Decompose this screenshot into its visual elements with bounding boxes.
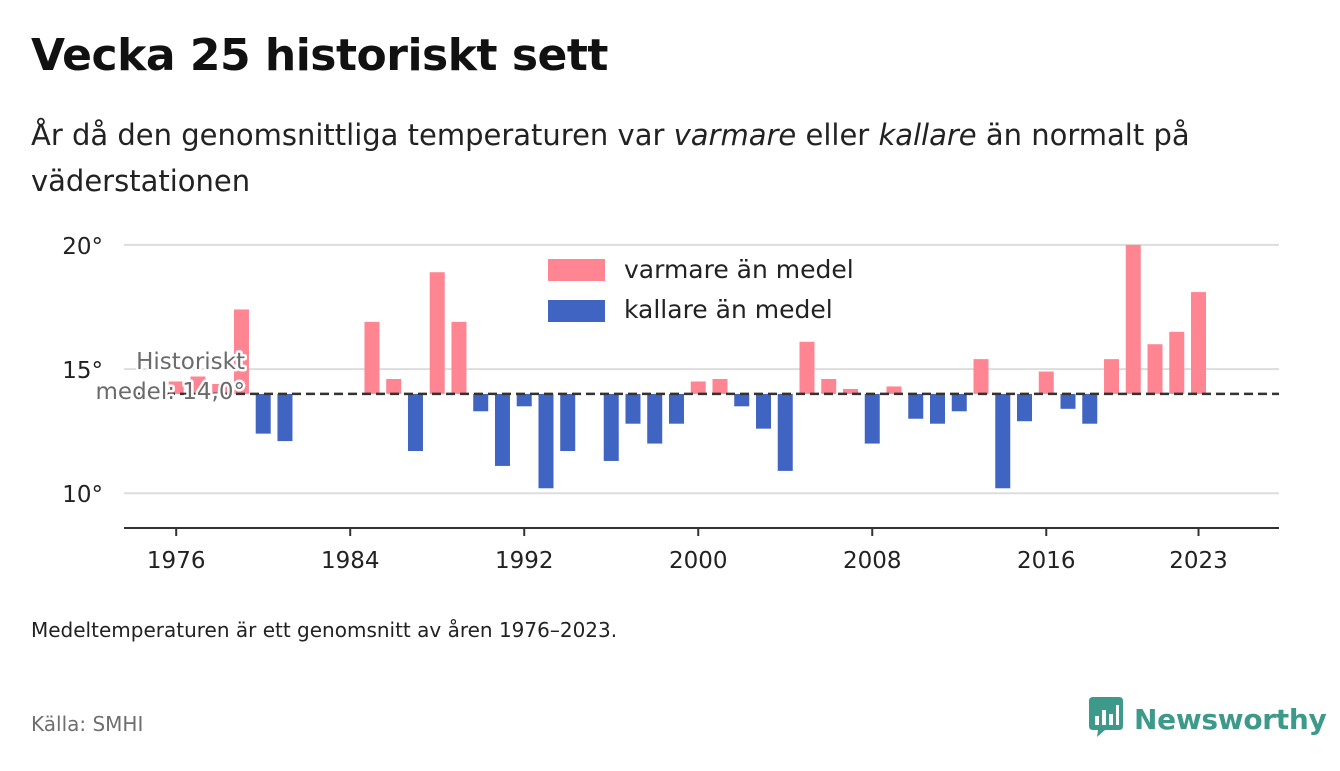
x-tick-label: 2000	[669, 548, 728, 574]
colder-bar	[1082, 393, 1098, 424]
colder-bar	[1017, 393, 1033, 422]
warmer-bar	[364, 321, 380, 394]
subtitle-colder: kallare	[878, 118, 977, 152]
warmer-bar	[1125, 244, 1141, 394]
colder-bar	[1060, 393, 1076, 409]
colder-bar	[603, 393, 619, 461]
colder-bar	[516, 393, 532, 407]
x-tick-label: 1992	[495, 548, 554, 574]
colder-bar	[755, 393, 771, 429]
subtitle-text-3: än normalt på väderstationen	[31, 118, 1190, 198]
x-tick-label: 2016	[1017, 548, 1076, 574]
warmer-bar	[451, 321, 467, 394]
colder-bar	[277, 393, 293, 442]
warmer-bar	[1038, 371, 1054, 394]
temperature-bar-chart: 10° 15° 20° Historiskt medel: 14,0° 1976 1984 1…	[62, 234, 1279, 574]
mean-line-label: medel: 14,0°	[96, 379, 245, 405]
colder-bar	[625, 393, 641, 424]
brand-name: Newsworthy	[1134, 702, 1327, 736]
x-tick-label: 2023	[1169, 548, 1228, 574]
warmer-bar	[1191, 292, 1207, 394]
colder-bar	[995, 393, 1011, 489]
y-tick-label: 15°	[62, 358, 103, 384]
warmer-bar	[190, 376, 206, 394]
x-tick-label: 1976	[147, 548, 206, 574]
warmer-bar	[799, 341, 815, 394]
warmer-bar	[690, 381, 706, 394]
legend-colder-swatch	[548, 300, 605, 322]
warmer-bar	[1169, 331, 1185, 394]
colder-bar	[777, 393, 793, 471]
colder-bar	[930, 393, 946, 424]
colder-bar	[951, 393, 967, 412]
chart-title: Vecka 25 historiskt sett	[31, 30, 608, 81]
legend-warmer-swatch	[548, 259, 605, 281]
subtitle-warmer: varmare	[673, 118, 797, 152]
colder-bar	[473, 393, 489, 412]
footnote: Medeltemperaturen är ett genomsnitt av å…	[31, 618, 618, 642]
warmer-bar	[429, 272, 445, 394]
warmer-bar	[973, 359, 989, 394]
source-label: Källa: SMHI	[31, 712, 144, 736]
y-tick-label: 10°	[62, 482, 103, 508]
mean-line-label: Historiskt	[136, 349, 245, 375]
y-tick-label: 20°	[62, 234, 103, 260]
colder-bar	[864, 393, 880, 444]
warmer-bar	[233, 309, 249, 394]
chart-subtitle: År då den genomsnittliga temperaturen va…	[31, 112, 1281, 204]
warmer-bar	[1104, 359, 1120, 394]
colder-bar	[668, 393, 684, 424]
warmer-bar	[1147, 344, 1163, 394]
warmer-bar	[821, 379, 837, 394]
colder-bar	[908, 393, 924, 419]
warmer-bar	[212, 383, 228, 394]
x-tick-label: 2008	[843, 548, 902, 574]
colder-bar	[734, 393, 750, 407]
colder-bar	[407, 393, 423, 452]
colder-bar	[538, 393, 554, 489]
warmer-bar	[886, 386, 902, 394]
newsworthy-logo-icon	[1088, 696, 1124, 742]
colder-bar	[560, 393, 576, 452]
legend-warmer-label: varmare än medel	[624, 255, 854, 284]
x-tick-label: 1984	[321, 548, 380, 574]
warmer-bar	[842, 388, 858, 394]
warmer-bar	[168, 381, 184, 394]
colder-bar	[647, 393, 663, 444]
subtitle-text-2: eller	[796, 118, 879, 152]
warmer-bar	[712, 379, 728, 394]
subtitle-text-1: År då den genomsnittliga temperaturen va…	[31, 118, 674, 152]
brand-logo: Newsworthy	[1088, 696, 1327, 742]
colder-bar	[494, 393, 510, 466]
legend-colder-label: kallare än medel	[624, 295, 833, 324]
colder-bar	[255, 393, 271, 434]
warmer-bar	[386, 379, 402, 394]
